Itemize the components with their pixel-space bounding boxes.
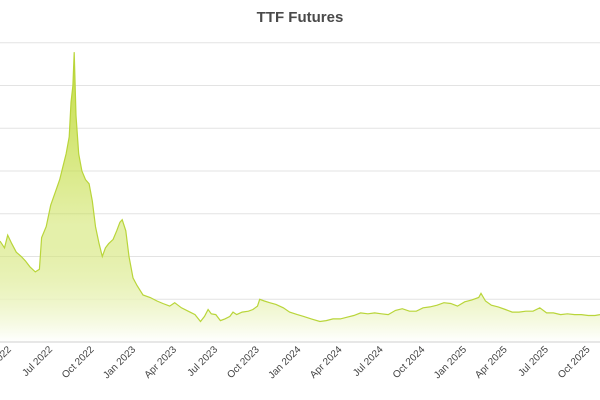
gridlines (0, 42, 600, 300)
x-tick-label: Jul 2024 (351, 344, 386, 379)
x-tick-label: Jul 2025 (516, 344, 551, 379)
x-tick-label: Jan 2024 (267, 344, 304, 381)
x-tick-label: Jan 2023 (101, 344, 138, 381)
chart-title: TTF Futures (256, 9, 344, 26)
x-tick-label: Apr 2025 (473, 344, 510, 381)
series-area-fill (0, 52, 600, 342)
x-tick-label: Apr 2023 (143, 344, 180, 381)
x-tick-label: Jan 2025 (432, 344, 469, 381)
x-tick-label: Oct 2022 (60, 344, 97, 381)
x-tick-label: Oct 2025 (556, 344, 593, 381)
x-tick-label: Jul 2022 (21, 344, 56, 379)
series-area-group (0, 52, 600, 342)
x-tick-label: Jul 2023 (186, 344, 221, 379)
x-tick-label: Oct 2023 (225, 344, 262, 381)
series-line (0, 52, 600, 323)
x-tick-label: Apr 2022 (0, 344, 14, 381)
x-tick-label: Oct 2024 (391, 344, 428, 381)
x-tick-label: Apr 2024 (308, 344, 345, 381)
